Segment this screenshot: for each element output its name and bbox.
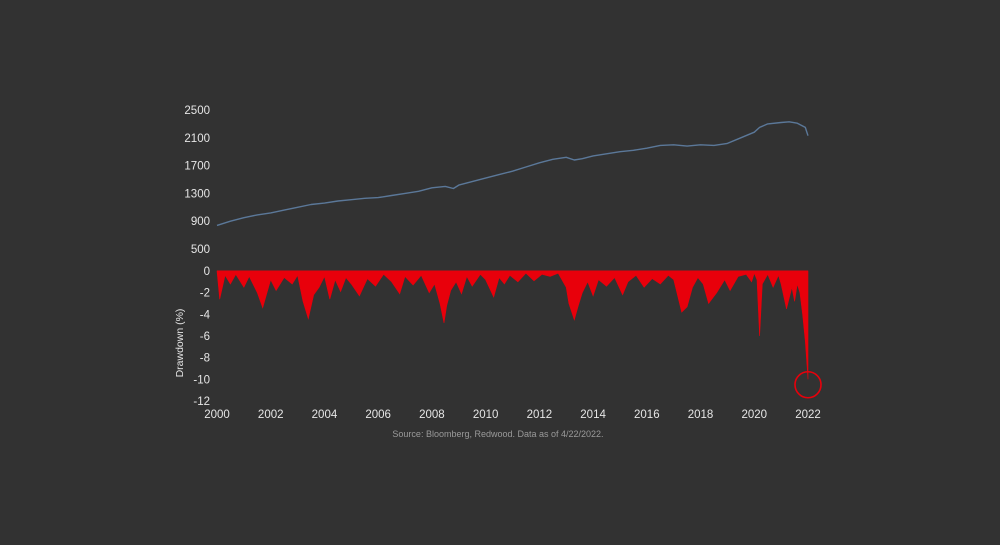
index-line — [216, 121, 809, 227]
drawdown-ylabel: Drawdown (%) — [174, 309, 186, 378]
year-xtick-label: 2022 — [795, 409, 821, 421]
year-xtick-label: 2010 — [473, 409, 499, 421]
index-line-panel: 2500 2100 1700 1300 900 500 — [184, 105, 809, 256]
year-xtick-label: 2012 — [527, 409, 553, 421]
year-xtick-label: 2020 — [741, 409, 767, 421]
drawdown-area — [216, 270, 809, 380]
drawdown-ytick-label: -4 — [200, 309, 211, 321]
year-xtick-label: 2014 — [580, 409, 606, 421]
drawdown-ytick-label: -6 — [200, 331, 210, 343]
index-ytick-label: 1300 — [184, 188, 210, 200]
year-xtick-label: 2004 — [312, 409, 338, 421]
drawdown-ytick-label: 0 — [204, 266, 210, 278]
index-ytick-label: 500 — [191, 244, 210, 256]
year-xtick-label: 2000 — [204, 409, 230, 421]
index-ytick-label: 1700 — [184, 161, 210, 173]
index-ytick-label: 2500 — [184, 105, 210, 117]
index-ytick-label: 2100 — [184, 133, 210, 145]
year-xtick-label: 2018 — [688, 409, 714, 421]
year-xtick-label: 2002 — [258, 409, 284, 421]
source-note: Source: Bloomberg, Redwood. Data as of 4… — [392, 429, 603, 439]
drawdown-ytick-label: -12 — [193, 396, 210, 408]
drawdown-ytick-label: -8 — [200, 353, 210, 365]
year-xtick-label: 2006 — [365, 409, 391, 421]
index-ytick-label: 900 — [191, 216, 210, 228]
year-xtick-label: 2008 — [419, 409, 445, 421]
drawdown-ytick-label: -2 — [200, 288, 210, 300]
year-xtick-label: 2016 — [634, 409, 660, 421]
drawdown-ytick-label: -10 — [193, 374, 210, 386]
highlight-circle — [794, 370, 822, 399]
